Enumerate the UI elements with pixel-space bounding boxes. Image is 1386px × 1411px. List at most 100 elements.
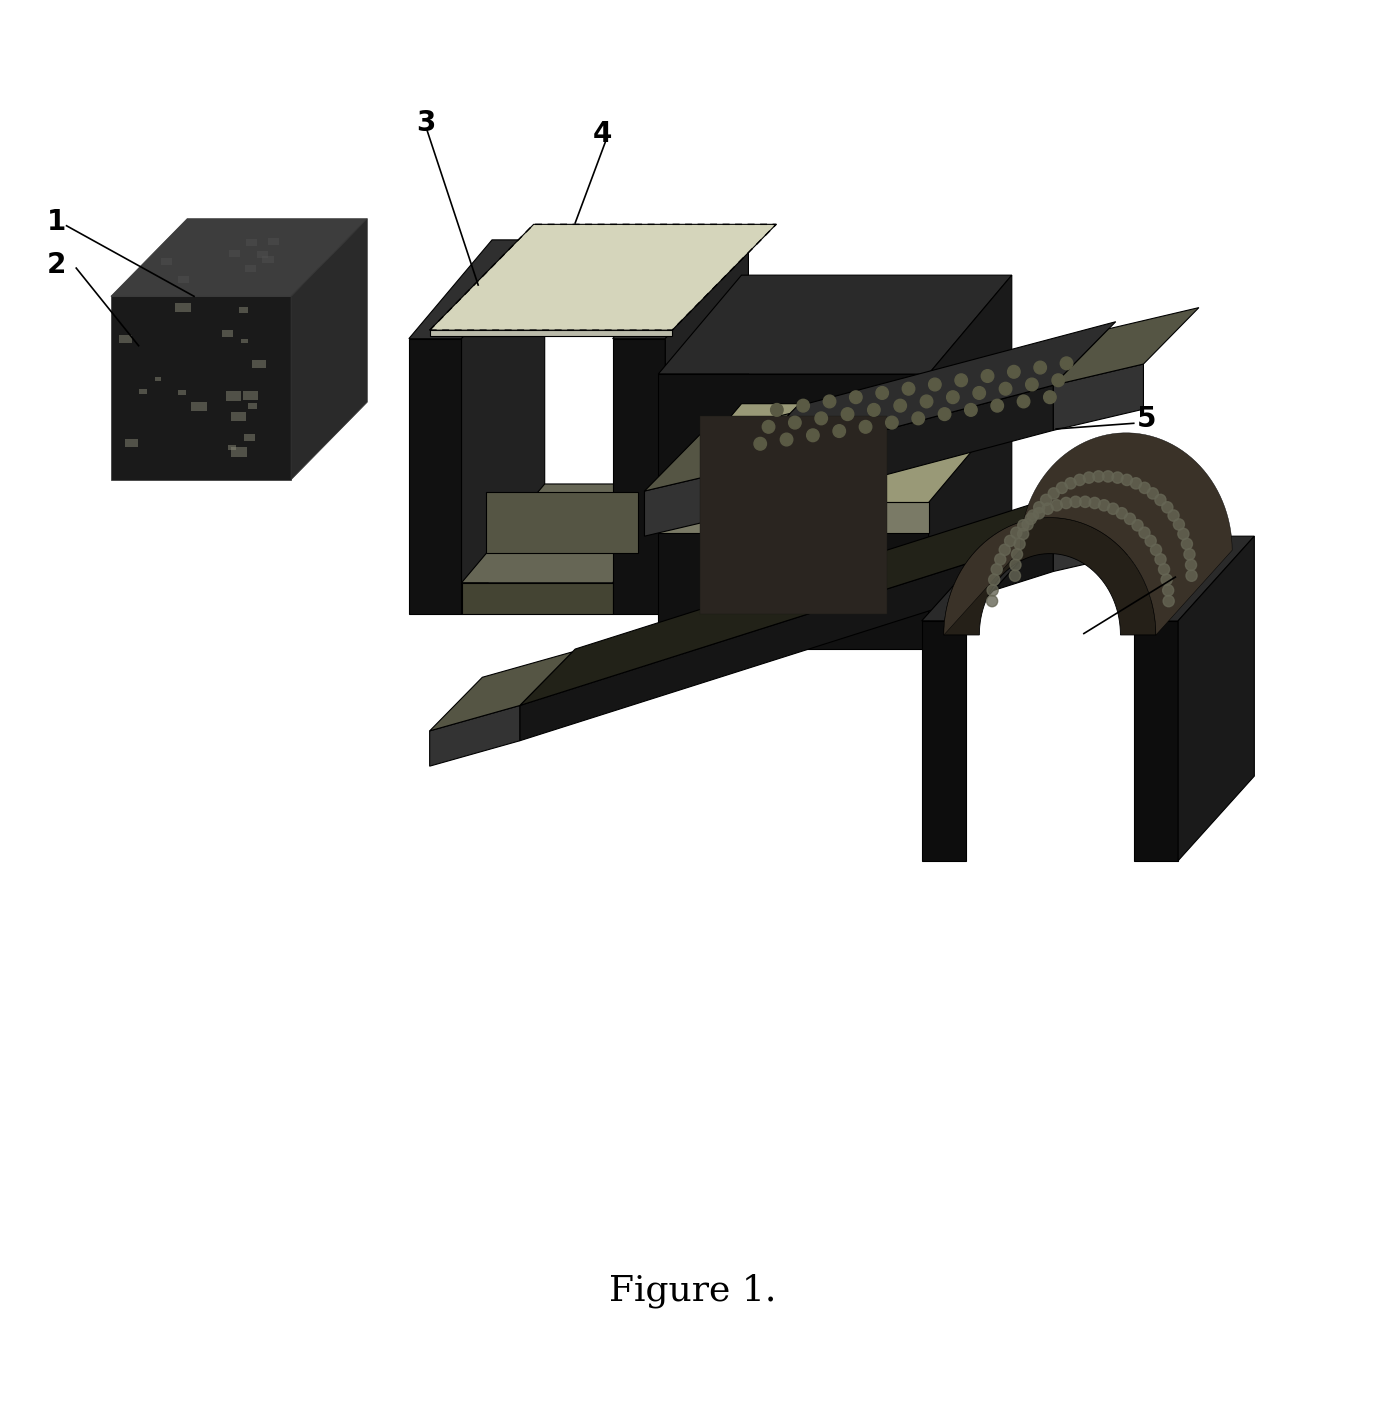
- Circle shape: [991, 564, 1002, 576]
- Circle shape: [1184, 549, 1195, 560]
- Polygon shape: [658, 275, 1012, 374]
- Polygon shape: [658, 502, 929, 533]
- Circle shape: [1012, 549, 1023, 560]
- Circle shape: [1064, 478, 1076, 490]
- Circle shape: [912, 412, 924, 425]
- Circle shape: [973, 387, 985, 399]
- Circle shape: [1181, 539, 1192, 550]
- Text: 6: 6: [1177, 559, 1196, 587]
- Polygon shape: [700, 416, 887, 614]
- Polygon shape: [256, 251, 267, 258]
- Circle shape: [1042, 504, 1053, 515]
- Circle shape: [995, 553, 1006, 564]
- Circle shape: [762, 420, 775, 433]
- Circle shape: [1080, 497, 1091, 508]
- Circle shape: [1021, 519, 1033, 531]
- Circle shape: [1131, 478, 1142, 490]
- Circle shape: [789, 416, 801, 429]
- Circle shape: [1052, 374, 1064, 387]
- Text: 1: 1: [47, 207, 67, 236]
- Polygon shape: [1178, 536, 1254, 861]
- Circle shape: [1102, 471, 1113, 483]
- Polygon shape: [244, 391, 258, 401]
- Circle shape: [965, 404, 977, 416]
- Circle shape: [1015, 539, 1026, 550]
- Circle shape: [1034, 361, 1046, 374]
- Circle shape: [833, 425, 845, 437]
- Polygon shape: [922, 536, 1042, 621]
- Polygon shape: [231, 447, 247, 457]
- Circle shape: [1163, 584, 1174, 595]
- Polygon shape: [248, 404, 256, 409]
- Polygon shape: [1053, 308, 1199, 385]
- Circle shape: [947, 391, 959, 404]
- Polygon shape: [658, 404, 1012, 502]
- Circle shape: [1070, 497, 1081, 508]
- Circle shape: [1044, 391, 1056, 404]
- Circle shape: [1051, 499, 1062, 511]
- Circle shape: [1145, 535, 1156, 546]
- Polygon shape: [486, 492, 638, 553]
- Polygon shape: [520, 536, 1053, 741]
- Circle shape: [981, 370, 994, 382]
- Polygon shape: [613, 339, 665, 614]
- Circle shape: [1132, 519, 1143, 531]
- Circle shape: [929, 378, 941, 391]
- Polygon shape: [658, 374, 929, 649]
- Polygon shape: [430, 224, 776, 330]
- Circle shape: [1121, 474, 1132, 485]
- Circle shape: [1139, 528, 1150, 539]
- Circle shape: [1163, 595, 1174, 607]
- Circle shape: [1161, 574, 1173, 586]
- Circle shape: [1048, 488, 1059, 499]
- Circle shape: [1027, 509, 1038, 521]
- Circle shape: [1017, 519, 1028, 531]
- Polygon shape: [177, 391, 186, 395]
- Circle shape: [1116, 508, 1127, 519]
- Circle shape: [823, 395, 836, 408]
- Polygon shape: [1053, 464, 1186, 536]
- Polygon shape: [139, 389, 147, 394]
- Circle shape: [920, 395, 933, 408]
- Polygon shape: [644, 413, 790, 491]
- Text: 2: 2: [47, 251, 67, 279]
- Polygon shape: [430, 652, 572, 731]
- Polygon shape: [155, 377, 161, 381]
- Circle shape: [1112, 471, 1123, 483]
- Circle shape: [1056, 483, 1067, 494]
- Circle shape: [1017, 395, 1030, 408]
- Circle shape: [807, 429, 819, 442]
- Polygon shape: [229, 250, 240, 257]
- Circle shape: [1174, 519, 1185, 531]
- Circle shape: [1005, 535, 1016, 546]
- Polygon shape: [409, 339, 462, 614]
- Polygon shape: [735, 322, 1116, 470]
- Circle shape: [1124, 514, 1135, 525]
- Circle shape: [1178, 528, 1189, 539]
- Circle shape: [868, 404, 880, 416]
- Polygon shape: [462, 484, 696, 583]
- Polygon shape: [1053, 518, 1134, 571]
- Circle shape: [1010, 528, 1021, 539]
- Circle shape: [1010, 559, 1021, 570]
- Polygon shape: [462, 583, 613, 614]
- Circle shape: [894, 399, 906, 412]
- Polygon shape: [229, 444, 236, 450]
- Circle shape: [841, 408, 854, 420]
- Circle shape: [1041, 494, 1052, 505]
- Circle shape: [991, 399, 1003, 412]
- Polygon shape: [944, 518, 1156, 635]
- Circle shape: [1017, 528, 1028, 539]
- Polygon shape: [430, 706, 520, 766]
- Text: Figure 1.: Figure 1.: [610, 1274, 776, 1308]
- Circle shape: [902, 382, 915, 395]
- Circle shape: [1150, 545, 1161, 556]
- Polygon shape: [226, 391, 241, 401]
- Circle shape: [988, 574, 999, 586]
- Circle shape: [1155, 494, 1166, 505]
- Circle shape: [1009, 570, 1020, 581]
- Polygon shape: [244, 435, 255, 440]
- Polygon shape: [944, 433, 1232, 635]
- Polygon shape: [922, 621, 966, 861]
- Text: 4: 4: [593, 120, 613, 148]
